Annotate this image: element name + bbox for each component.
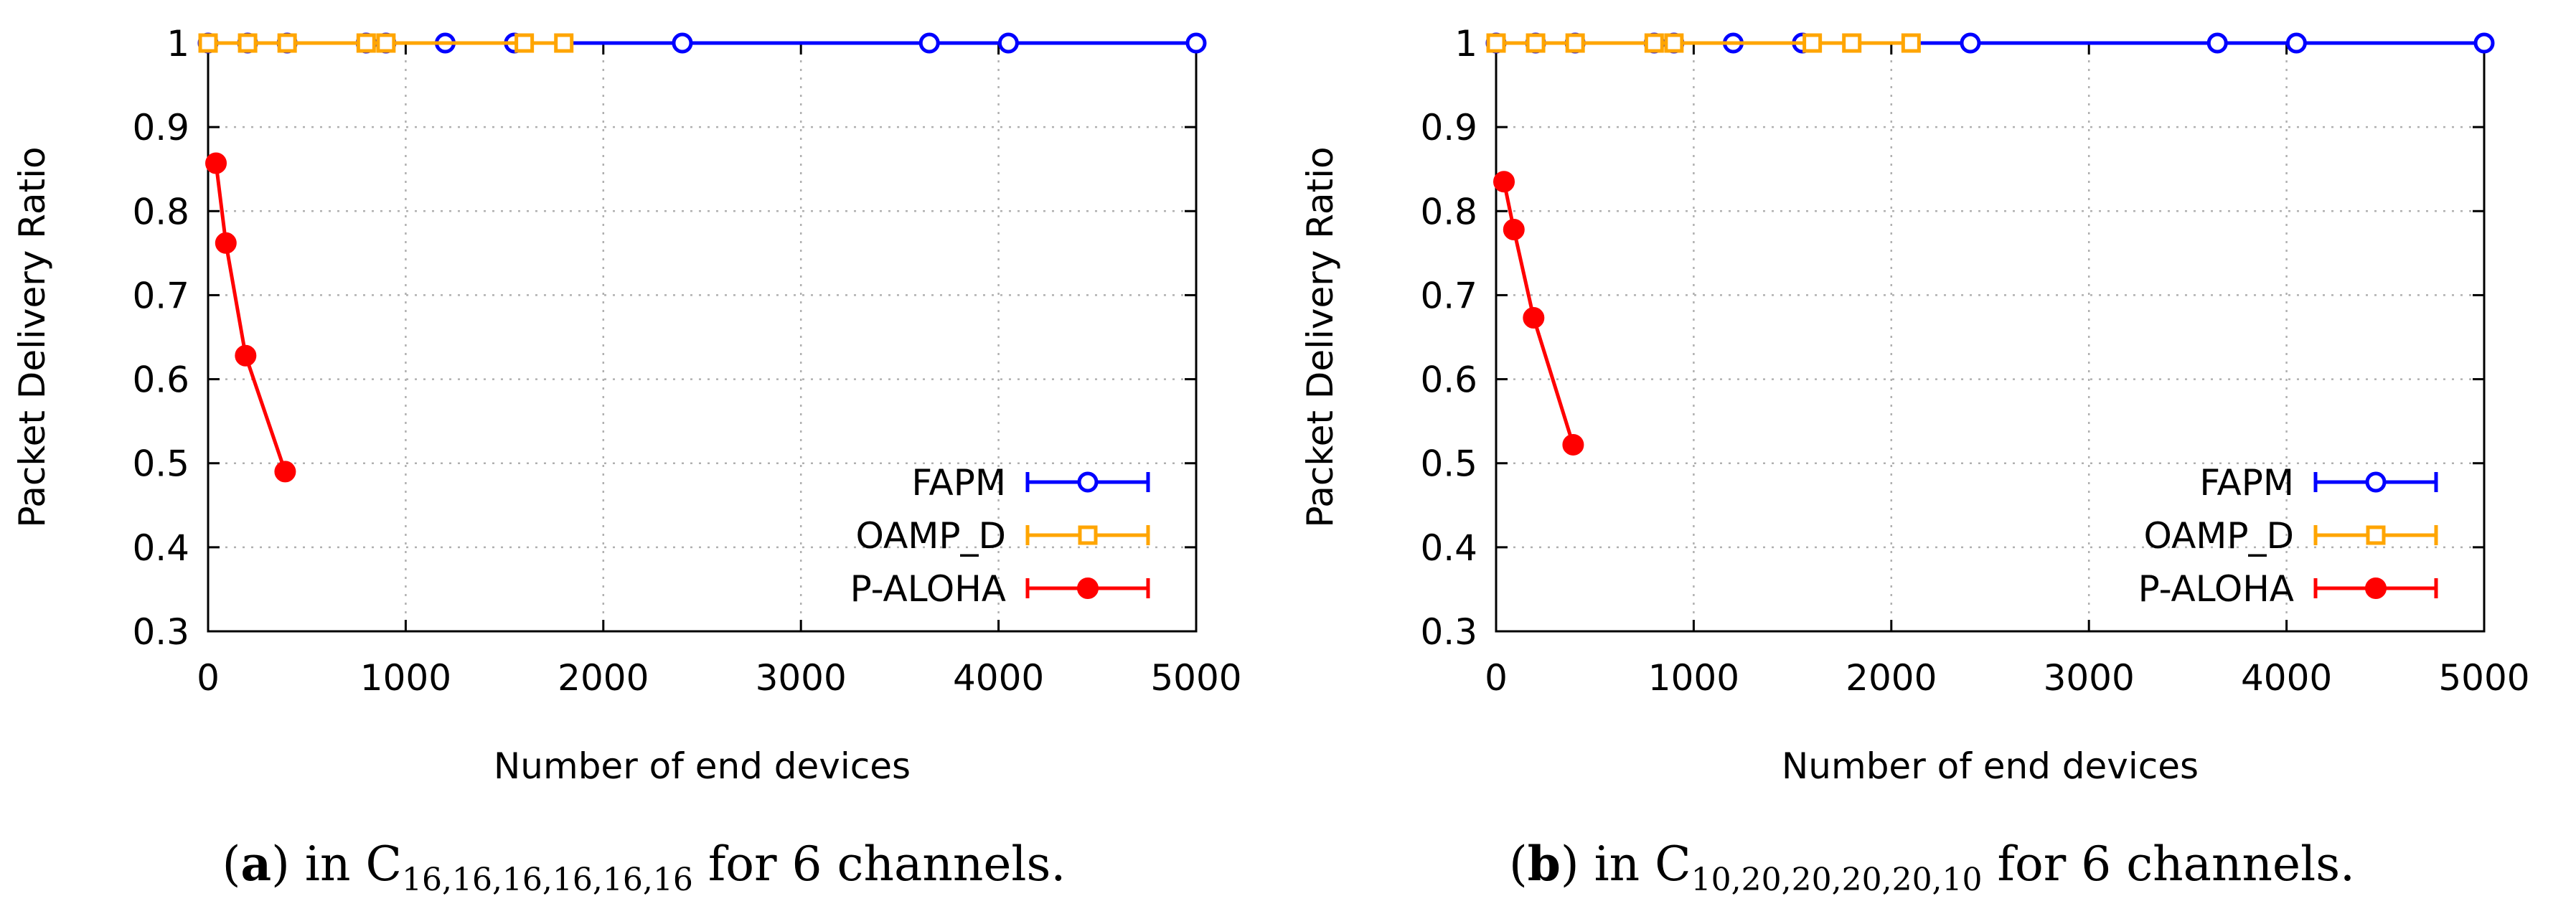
y-tick-label: 0.6 bbox=[132, 359, 189, 401]
chart-b: 0.3 0.4 0.5 0.6 0.7 0.8 0.9 1 0 1000 2000 3000 4000 5… bbox=[1299, 23, 2530, 787]
legend-marker bbox=[1077, 578, 1099, 599]
x-axis-label: Number of end devices bbox=[1782, 745, 2199, 787]
data-point bbox=[2285, 32, 2307, 54]
data-point bbox=[1185, 32, 1207, 54]
caption-subscript: 16,16,16,16,16,16 bbox=[401, 862, 693, 899]
chart-panel-b: 0.3 0.4 0.5 0.6 0.7 0.8 0.9 1 0 1000 2000 3000 4000 5… bbox=[1288, 0, 2576, 924]
y-tick-label: 0.7 bbox=[132, 275, 189, 316]
y-tick-label: 0.8 bbox=[1420, 191, 1477, 232]
legend-label: FAPM bbox=[911, 462, 1006, 504]
data-point bbox=[1562, 433, 1584, 456]
y-tick-label: 1 bbox=[166, 23, 189, 65]
data-point bbox=[274, 461, 296, 483]
y-tick-label: 1 bbox=[1454, 23, 1477, 65]
legend-marker bbox=[2365, 471, 2387, 493]
legend-label: OAMP_D bbox=[856, 515, 1006, 557]
y-tick-label: 0.5 bbox=[132, 443, 189, 485]
plot-frame bbox=[1495, 42, 2486, 633]
y-tick-label: 0.7 bbox=[1420, 275, 1477, 316]
y-axis-label: Packet Delivery Ratio bbox=[11, 146, 53, 527]
data-point bbox=[1493, 171, 1515, 193]
x-tick-label: 0 bbox=[197, 657, 220, 699]
data-point bbox=[1565, 33, 1585, 53]
x-tick-label: 4000 bbox=[953, 657, 1044, 699]
chart-a: 0.3 0.4 0.5 0.6 0.7 0.8 0.9 1 0 1000 2000 3000 4000 5… bbox=[11, 23, 1242, 787]
data-point bbox=[205, 152, 227, 174]
y-tick-label: 0.8 bbox=[132, 191, 189, 232]
data-point bbox=[376, 33, 396, 53]
data-point bbox=[198, 33, 218, 53]
data-point bbox=[1802, 33, 1823, 53]
data-point bbox=[1526, 33, 1546, 53]
x-tick-label: 1000 bbox=[360, 657, 451, 699]
legend-label: P-ALOHA bbox=[2138, 568, 2294, 610]
data-point bbox=[672, 32, 693, 54]
x-tick-label: 3000 bbox=[2044, 657, 2135, 699]
legend-label: FAPM bbox=[2199, 462, 2294, 504]
caption-b: (b) in C10,20,20,20,20,10 for 6 channels… bbox=[1508, 836, 2356, 899]
y-tick-label: 0.9 bbox=[132, 107, 189, 148]
x-tick-label: 3000 bbox=[756, 657, 847, 699]
legend-label: P-ALOHA bbox=[850, 568, 1006, 610]
x-tick-label: 2000 bbox=[1846, 657, 1937, 699]
y-tick-label: 0.5 bbox=[1420, 443, 1477, 485]
caption-label: b bbox=[1527, 836, 1561, 892]
x-tick-label: 5000 bbox=[1150, 657, 1241, 699]
caption-suffix: for 6 channels. bbox=[692, 836, 1066, 892]
x-tick-label: 1000 bbox=[1648, 657, 1739, 699]
chart-panel-a: 0.3 0.4 0.5 0.6 0.7 0.8 0.9 1 0 1000 2000 3000 4000 5… bbox=[11, 23, 1242, 899]
data-point bbox=[1486, 33, 1506, 53]
x-tick-label: 5000 bbox=[2438, 657, 2529, 699]
y-tick-label: 0.4 bbox=[1420, 527, 1477, 569]
data-point bbox=[514, 33, 535, 53]
data-point bbox=[1523, 307, 1545, 329]
data-point bbox=[215, 232, 237, 254]
data-point bbox=[997, 32, 1019, 54]
legend-label: OAMP_D bbox=[2144, 515, 2294, 557]
data-point bbox=[235, 344, 257, 367]
x-tick-label: 4000 bbox=[2241, 657, 2332, 699]
data-point bbox=[277, 33, 297, 53]
y-tick-label: 0.3 bbox=[132, 611, 189, 653]
data-point bbox=[1842, 33, 1862, 53]
data-point bbox=[1901, 33, 1921, 53]
caption-subscript: 10,20,20,20,20,10 bbox=[1691, 862, 1983, 899]
data-point bbox=[918, 32, 940, 54]
data-point bbox=[1503, 219, 1525, 241]
series-line bbox=[1502, 181, 1575, 446]
data-point bbox=[238, 33, 258, 53]
caption-label: a bbox=[240, 836, 272, 892]
data-point bbox=[1644, 33, 1664, 53]
data-point bbox=[1960, 32, 1981, 54]
y-tick-label: 0.6 bbox=[1420, 359, 1477, 401]
legend-marker bbox=[2366, 525, 2386, 545]
caption-text: in C bbox=[304, 836, 402, 892]
data-point bbox=[2473, 32, 2495, 54]
plot-frame bbox=[207, 42, 1198, 633]
y-tick-label: 0.9 bbox=[1420, 107, 1477, 148]
y-axis-label: Packet Delivery Ratio bbox=[1299, 146, 1341, 527]
x-tick-label: 2000 bbox=[558, 657, 649, 699]
x-axis-label: Number of end devices bbox=[494, 745, 911, 787]
caption-suffix: for 6 channels. bbox=[1982, 836, 2356, 892]
data-point bbox=[356, 33, 376, 53]
caption-text: in C bbox=[1594, 836, 1691, 892]
caption-a: (a) in C16,16,16,16,16,16 for 6 channels… bbox=[222, 836, 1066, 899]
data-point bbox=[1664, 33, 1684, 53]
legend-marker bbox=[2365, 578, 2387, 599]
series-line bbox=[214, 163, 287, 473]
data-point bbox=[2206, 32, 2228, 54]
y-tick-label: 0.3 bbox=[1420, 611, 1477, 653]
x-tick-label: 0 bbox=[1485, 657, 1508, 699]
legend-marker bbox=[1077, 471, 1099, 493]
data-point bbox=[554, 33, 574, 53]
y-tick-label: 0.4 bbox=[132, 527, 189, 569]
legend-marker bbox=[1078, 525, 1098, 545]
